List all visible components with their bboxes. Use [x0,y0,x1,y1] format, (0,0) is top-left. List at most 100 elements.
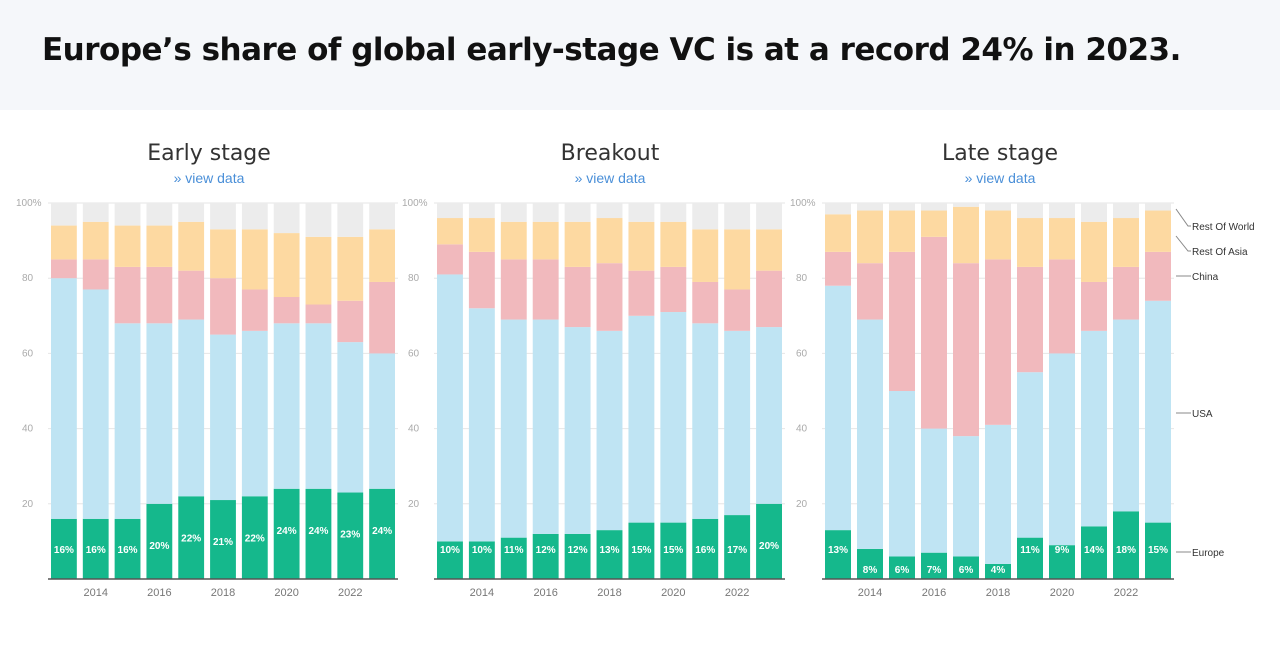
bar-segment-usa-2019 [241,330,268,497]
bar-segment-rest-of-world-2023 [756,203,782,230]
bar-segment-china-2016 [921,236,947,429]
bar-segment-rest-of-world-2018 [210,203,236,230]
bar-segment-usa-2022 [337,342,364,493]
legend-label-rest-of-world: Rest Of World [1192,222,1255,233]
bar-segment-usa-2013 [825,285,851,531]
bar-segment-rest-of-world-2023 [1145,203,1171,211]
legend-label-usa: USA [1192,409,1213,420]
bar-segment-china-2019 [1017,266,1043,373]
bar-segment-rest-of-asia-2022 [337,236,364,301]
data-label-europe: 10% [472,545,492,556]
bar-segment-usa-2017 [178,319,205,497]
bar-segment-china-2020 [1049,259,1075,354]
bar-segment-europe-2021 [692,518,719,579]
bar-segment-rest-of-asia-2013 [825,214,851,252]
bar-segment-europe-2022 [337,492,364,579]
chart-2: 100% 80 60 40 20 13% 8% 6% 7% 6% 4% 11% 9% 14% 18% 15% 2… [790,198,1255,599]
x-tick-label: 2020 [661,587,685,599]
bar-segment-rest-of-asia-2014 [857,210,883,264]
bar-segment-europe-2014 [82,518,109,579]
data-label-europe: 11% [504,545,524,556]
x-tick-label: 2020 [274,587,298,599]
bar-segment-usa-2022 [724,330,751,516]
bar-segment-china-2013 [51,259,77,279]
bar-segment-rest-of-world-2023 [369,203,395,230]
bar-segment-europe-2019 [241,496,268,579]
bar-segment-rest-of-asia-2021 [1081,221,1107,282]
bar-segment-rest-of-world-2020 [1049,203,1075,219]
bar-segment-europe-2013 [825,530,851,579]
bar-segment-china-2013 [437,244,463,275]
data-label-europe: 10% [440,545,460,556]
bar-segment-europe-2023 [369,488,395,579]
bar-segment-europe-2018 [596,530,623,579]
y-tick-label: 40 [408,424,420,435]
data-label-europe: 16% [695,545,715,556]
bar-segment-usa-2023 [756,327,782,504]
bar-segment-rest-of-asia-2017 [564,221,591,267]
bar-segment-rest-of-asia-2020 [660,221,687,267]
bar-segment-europe-2021 [305,488,332,579]
view-data-link-late-stage[interactable]: » view data [964,170,1036,186]
y-tick-label: 100% [790,198,816,209]
bar-segment-rest-of-asia-2017 [178,221,205,271]
bar-segment-rest-of-asia-2013 [437,218,463,245]
bar-segment-china-2015 [500,259,527,320]
bar-segment-china-2020 [660,266,687,313]
bar-segment-usa-2023 [369,353,395,489]
legend-label-china: China [1192,272,1219,283]
headline: Europe’s share of global early-stage VC … [42,32,1181,68]
bar-segment-china-2013 [825,251,851,286]
legend-leader-line [1175,235,1191,252]
bar-segment-europe-2020 [273,488,300,579]
bar-segment-europe-2015 [114,518,141,579]
data-label-europe: 8% [863,565,878,576]
bar-segment-china-2017 [564,266,591,328]
legend-label-rest-of-asia: Rest Of Asia [1192,247,1248,258]
chart-1: 100% 80 60 40 20 10% 10% 11% 12% 12% 13% 15% 15% 16% 1… [402,198,785,599]
data-label-europe: 15% [663,545,683,556]
bar-segment-china-2022 [1113,266,1139,320]
view-data-link-early-stage[interactable]: » view data [173,170,245,186]
y-tick-label: 80 [796,273,808,284]
legend-label-europe: Europe [1192,548,1225,559]
data-label-europe: 24% [277,526,297,537]
bar-segment-europe-2023 [1145,522,1171,579]
bar-segment-china-2019 [628,270,655,316]
bar-segment-china-2023 [756,270,782,328]
bar-segment-china-2015 [114,266,141,324]
bar-segment-rest-of-asia-2019 [1017,218,1043,267]
bar-segment-europe-2017 [178,496,205,579]
data-label-europe: 7% [927,565,942,576]
data-label-europe: 18% [1116,545,1136,556]
view-data-link-breakout[interactable]: » view data [574,170,646,186]
bar-segment-china-2017 [178,270,205,320]
y-tick-label: 60 [22,348,34,359]
data-label-europe: 11% [1020,545,1040,556]
bar-segment-rest-of-world-2015 [889,203,915,211]
bar-segment-usa-2017 [564,327,591,534]
data-label-europe: 15% [631,545,651,556]
bar-segment-europe-2015 [500,537,527,579]
bar-segment-rest-of-world-2019 [1017,203,1043,219]
y-tick-label: 100% [402,198,428,209]
bar-segment-usa-2014 [82,289,109,519]
data-label-europe: 13% [828,545,848,556]
bar-segment-usa-2016 [921,428,947,553]
bar-segment-rest-of-world-2014 [468,203,495,219]
x-tick-label: 2016 [922,587,946,599]
bar-segment-rest-of-world-2017 [953,203,979,207]
bar-segment-usa-2013 [51,278,77,519]
y-tick-label: 80 [408,273,420,284]
data-label-europe: 17% [727,545,747,556]
bar-segment-rest-of-asia-2019 [628,221,655,271]
bar-segment-usa-2016 [146,323,173,504]
chart-title-breakout: Breakout [560,141,660,166]
data-label-europe: 24% [372,526,392,537]
y-tick-label: 60 [796,348,808,359]
bar-segment-rest-of-world-2018 [985,203,1011,211]
bar-segment-rest-of-asia-2018 [210,229,236,279]
bar-segment-rest-of-asia-2019 [241,229,268,290]
bar-segment-china-2014 [82,259,109,290]
bar-segment-china-2018 [985,259,1011,425]
